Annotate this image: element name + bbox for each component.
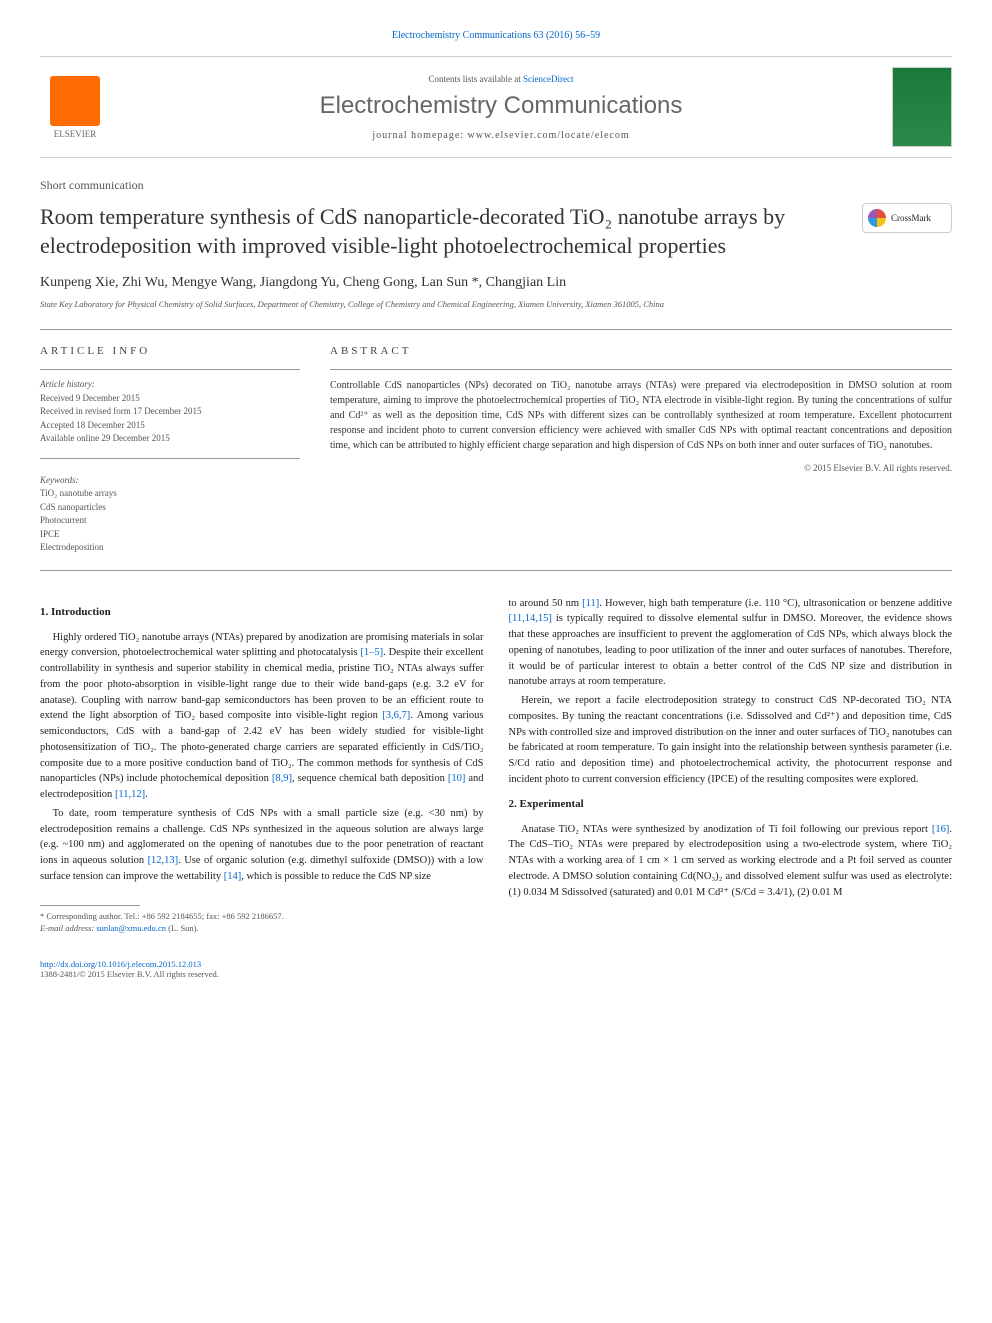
journal-cover-thumb: [892, 67, 952, 147]
crossmark-icon: [868, 209, 886, 227]
divider-body: [40, 570, 952, 571]
ref-link[interactable]: [11,14,15]: [509, 613, 552, 624]
issn-line: 1388-2481/© 2015 Elsevier B.V. All right…: [40, 969, 219, 979]
contents-prefix: Contents lists available at: [429, 74, 523, 84]
abstract-heading: ABSTRACT: [330, 345, 952, 357]
column-right: to around 50 nm [11]. However, high bath…: [509, 596, 953, 935]
header-citation[interactable]: Electrochemistry Communications 63 (2016…: [40, 30, 952, 41]
history-received: Received 9 December 2015: [40, 392, 300, 406]
footer-left: http://dx.doi.org/10.1016/j.elecom.2015.…: [40, 959, 219, 979]
divider-abstract: [330, 369, 952, 370]
ref-link[interactable]: [10]: [448, 773, 466, 784]
keyword-item: IPCE: [40, 528, 300, 542]
history-revised: Received in revised form 17 December 201…: [40, 405, 300, 419]
keywords-block: Keywords: TiO₂ nanotube arrays CdS nanop…: [40, 474, 300, 555]
ref-link[interactable]: [14]: [224, 871, 242, 882]
banner-center: Contents lists available at ScienceDirec…: [110, 74, 892, 141]
elsevier-tree-icon: [50, 76, 100, 126]
column-left: 1. Introduction Highly ordered TiO₂ nano…: [40, 596, 484, 935]
intro-p2: To date, room temperature synthesis of C…: [40, 806, 484, 885]
ref-link[interactable]: [3,6,7]: [382, 710, 410, 721]
keywords-label: Keywords:: [40, 474, 300, 488]
history-online: Available online 29 December 2015: [40, 432, 300, 446]
divider-kw: [40, 458, 300, 459]
history-accepted: Accepted 18 December 2015: [40, 419, 300, 433]
sciencedirect-link[interactable]: ScienceDirect: [523, 74, 573, 84]
ref-link[interactable]: [12,13]: [148, 855, 179, 866]
col2-body: to around 50 nm [11]. However, high bath…: [509, 596, 953, 788]
col2-p2: Herein, we report a facile electrodeposi…: [509, 693, 953, 788]
ref-link[interactable]: [8,9]: [272, 773, 292, 784]
intro-body: Highly ordered TiO₂ nanotube arrays (NTA…: [40, 630, 484, 885]
publisher-name: ELSEVIER: [54, 129, 97, 139]
keyword-item: TiO₂ nanotube arrays: [40, 487, 300, 501]
divider-info: [40, 369, 300, 370]
article-type-label: Short communication: [40, 178, 952, 193]
ref-link[interactable]: [1–5]: [360, 647, 383, 658]
article-history: Article history: Received 9 December 201…: [40, 378, 300, 446]
article-title: Room temperature synthesis of CdS nanopa…: [40, 203, 862, 260]
abstract-text: Controllable CdS nanoparticles (NPs) dec…: [330, 378, 952, 453]
ref-link[interactable]: [11,12]: [115, 789, 145, 800]
col2-p1: to around 50 nm [11]. However, high bath…: [509, 596, 953, 691]
corr-line: * Corresponding author. Tel.: +86 592 21…: [40, 911, 484, 923]
keyword-item: Electrodeposition: [40, 541, 300, 555]
ref-link[interactable]: [16]: [932, 824, 950, 835]
affiliation: State Key Laboratory for Physical Chemis…: [40, 299, 952, 309]
keyword-item: Photocurrent: [40, 514, 300, 528]
corresponding-footnote: * Corresponding author. Tel.: +86 592 21…: [40, 911, 484, 935]
abstract-copyright: © 2015 Elsevier B.V. All rights reserved…: [330, 463, 952, 473]
divider-top: [40, 329, 952, 330]
crossmark-badge[interactable]: CrossMark: [862, 203, 952, 233]
doi-link[interactable]: http://dx.doi.org/10.1016/j.elecom.2015.…: [40, 959, 219, 969]
article-info-heading: ARTICLE INFO: [40, 345, 300, 357]
body-columns: 1. Introduction Highly ordered TiO₂ nano…: [40, 596, 952, 935]
abstract-col: ABSTRACT Controllable CdS nanoparticles …: [330, 345, 952, 555]
footnote-divider: [40, 905, 140, 906]
elsevier-logo: ELSEVIER: [40, 72, 110, 142]
info-row: ARTICLE INFO Article history: Received 9…: [40, 345, 952, 555]
email-line: E-mail address: sunlan@xmu.edu.cn (L. Su…: [40, 923, 484, 935]
history-label: Article history:: [40, 378, 300, 392]
intro-p1: Highly ordered TiO₂ nanotube arrays (NTA…: [40, 630, 484, 803]
page-footer: http://dx.doi.org/10.1016/j.elecom.2015.…: [40, 959, 952, 979]
exp-body: Anatase TiO₂ NTAs were synthesized by an…: [509, 822, 953, 901]
exp-heading: 2. Experimental: [509, 798, 953, 810]
journal-banner: ELSEVIER Contents lists available at Sci…: [40, 56, 952, 158]
intro-heading: 1. Introduction: [40, 606, 484, 618]
ref-link[interactable]: [11]: [582, 598, 599, 609]
journal-name: Electrochemistry Communications: [110, 92, 892, 120]
contents-list-line: Contents lists available at ScienceDirec…: [110, 74, 892, 84]
crossmark-label: CrossMark: [891, 213, 931, 223]
title-row: Room temperature synthesis of CdS nanopa…: [40, 203, 952, 275]
authors-line: Kunpeng Xie, Zhi Wu, Mengye Wang, Jiangd…: [40, 275, 952, 291]
page-container: Electrochemistry Communications 63 (2016…: [0, 0, 992, 1009]
exp-p1: Anatase TiO₂ NTAs were synthesized by an…: [509, 822, 953, 901]
journal-homepage[interactable]: journal homepage: www.elsevier.com/locat…: [110, 130, 892, 141]
email-link[interactable]: sunlan@xmu.edu.cn: [96, 923, 166, 933]
keyword-item: CdS nanoparticles: [40, 501, 300, 515]
article-info-col: ARTICLE INFO Article history: Received 9…: [40, 345, 300, 555]
